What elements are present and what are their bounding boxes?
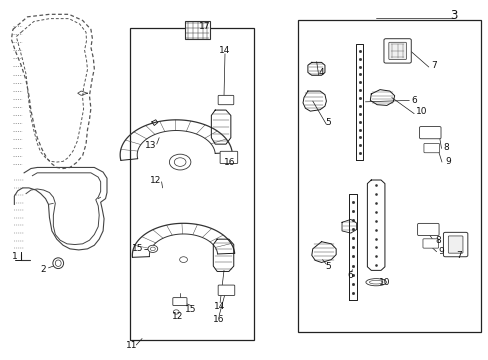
FancyBboxPatch shape bbox=[388, 42, 406, 59]
Text: 5: 5 bbox=[325, 262, 330, 271]
Text: 11: 11 bbox=[125, 341, 137, 350]
Text: 10: 10 bbox=[415, 107, 427, 116]
Text: 7: 7 bbox=[456, 251, 462, 260]
FancyBboxPatch shape bbox=[172, 298, 186, 306]
FancyBboxPatch shape bbox=[218, 285, 234, 296]
Ellipse shape bbox=[368, 280, 382, 284]
Text: 2: 2 bbox=[41, 265, 46, 274]
Text: 10: 10 bbox=[378, 278, 390, 287]
FancyBboxPatch shape bbox=[383, 39, 410, 63]
Text: 8: 8 bbox=[435, 237, 441, 246]
FancyBboxPatch shape bbox=[443, 232, 467, 257]
FancyBboxPatch shape bbox=[218, 95, 233, 105]
Text: 12: 12 bbox=[171, 312, 183, 321]
Text: 14: 14 bbox=[214, 302, 225, 311]
Circle shape bbox=[169, 154, 190, 170]
Text: 17: 17 bbox=[198, 22, 210, 31]
Text: 5: 5 bbox=[325, 118, 330, 127]
Circle shape bbox=[173, 310, 179, 314]
Text: 16: 16 bbox=[213, 315, 224, 324]
Text: 6: 6 bbox=[346, 270, 352, 279]
Bar bbox=[298, 21, 480, 332]
Text: 14: 14 bbox=[219, 46, 230, 55]
Ellipse shape bbox=[53, 258, 63, 269]
Text: 1: 1 bbox=[12, 252, 18, 261]
FancyBboxPatch shape bbox=[422, 239, 438, 248]
FancyBboxPatch shape bbox=[419, 127, 440, 139]
Text: 13: 13 bbox=[145, 141, 156, 150]
Text: 3: 3 bbox=[449, 9, 457, 22]
Ellipse shape bbox=[55, 260, 61, 266]
Text: 9: 9 bbox=[438, 247, 444, 256]
Text: 8: 8 bbox=[443, 143, 448, 152]
Text: 6: 6 bbox=[410, 96, 416, 105]
Circle shape bbox=[150, 247, 155, 251]
FancyBboxPatch shape bbox=[447, 236, 462, 253]
Text: 12: 12 bbox=[150, 176, 161, 185]
FancyBboxPatch shape bbox=[423, 143, 439, 153]
FancyBboxPatch shape bbox=[220, 151, 237, 163]
Text: 16: 16 bbox=[224, 158, 235, 167]
Text: 4: 4 bbox=[318, 68, 324, 77]
Circle shape bbox=[179, 257, 187, 262]
Bar bbox=[184, 22, 210, 40]
Text: 15: 15 bbox=[185, 305, 196, 314]
Circle shape bbox=[174, 158, 185, 166]
Text: 9: 9 bbox=[445, 157, 450, 166]
Bar bbox=[130, 28, 254, 339]
Ellipse shape bbox=[365, 279, 386, 286]
Text: 7: 7 bbox=[430, 62, 436, 71]
Text: 15: 15 bbox=[131, 244, 143, 253]
Circle shape bbox=[148, 245, 158, 252]
FancyBboxPatch shape bbox=[417, 224, 438, 235]
